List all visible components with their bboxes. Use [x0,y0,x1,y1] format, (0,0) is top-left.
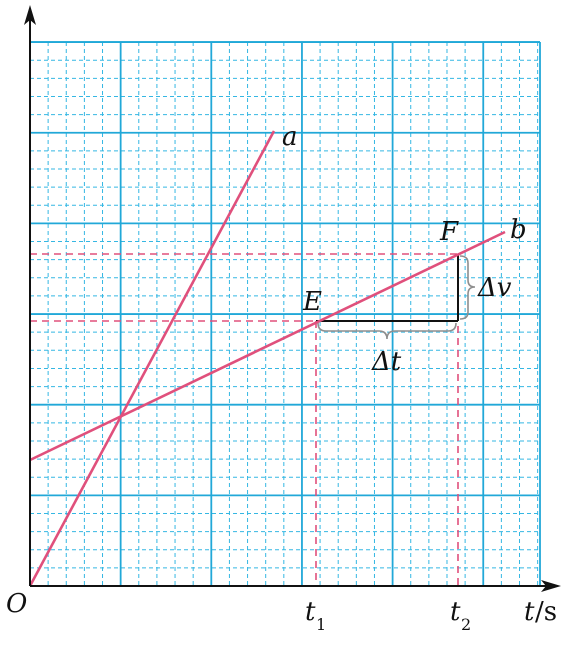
origin-label: O [6,589,27,619]
delta-t-label: Δt [371,347,402,377]
delta-t-brace [317,322,457,340]
line-b [29,230,506,462]
t2-subscript: 2 [461,615,471,634]
axes [24,5,561,592]
point-f-label: F [439,217,459,247]
point-e-label: E [302,287,322,317]
t1-subscript: 1 [316,615,326,634]
delta-v-brace [459,255,476,320]
major-grid [30,41,541,586]
line-a-label: a [282,122,298,152]
line-a [28,130,276,587]
y-axis-arrow-icon [24,5,36,25]
x-axis-title: t /s [524,597,557,627]
x-axis-variable: t [524,597,535,627]
projection-lines [30,253,459,586]
x-axis-arrow-icon [541,580,561,592]
minor-grid [30,42,540,586]
t2-label: t [450,597,461,627]
tick-label-t1: t 1 [305,597,326,634]
t1-label: t [305,597,316,627]
x-axis-unit: /s [535,597,557,627]
difference-triangle [316,254,459,322]
delta-v-label: Δv [477,273,512,303]
line-b-label: b [510,215,527,245]
tick-label-t2: t 2 [450,597,471,634]
